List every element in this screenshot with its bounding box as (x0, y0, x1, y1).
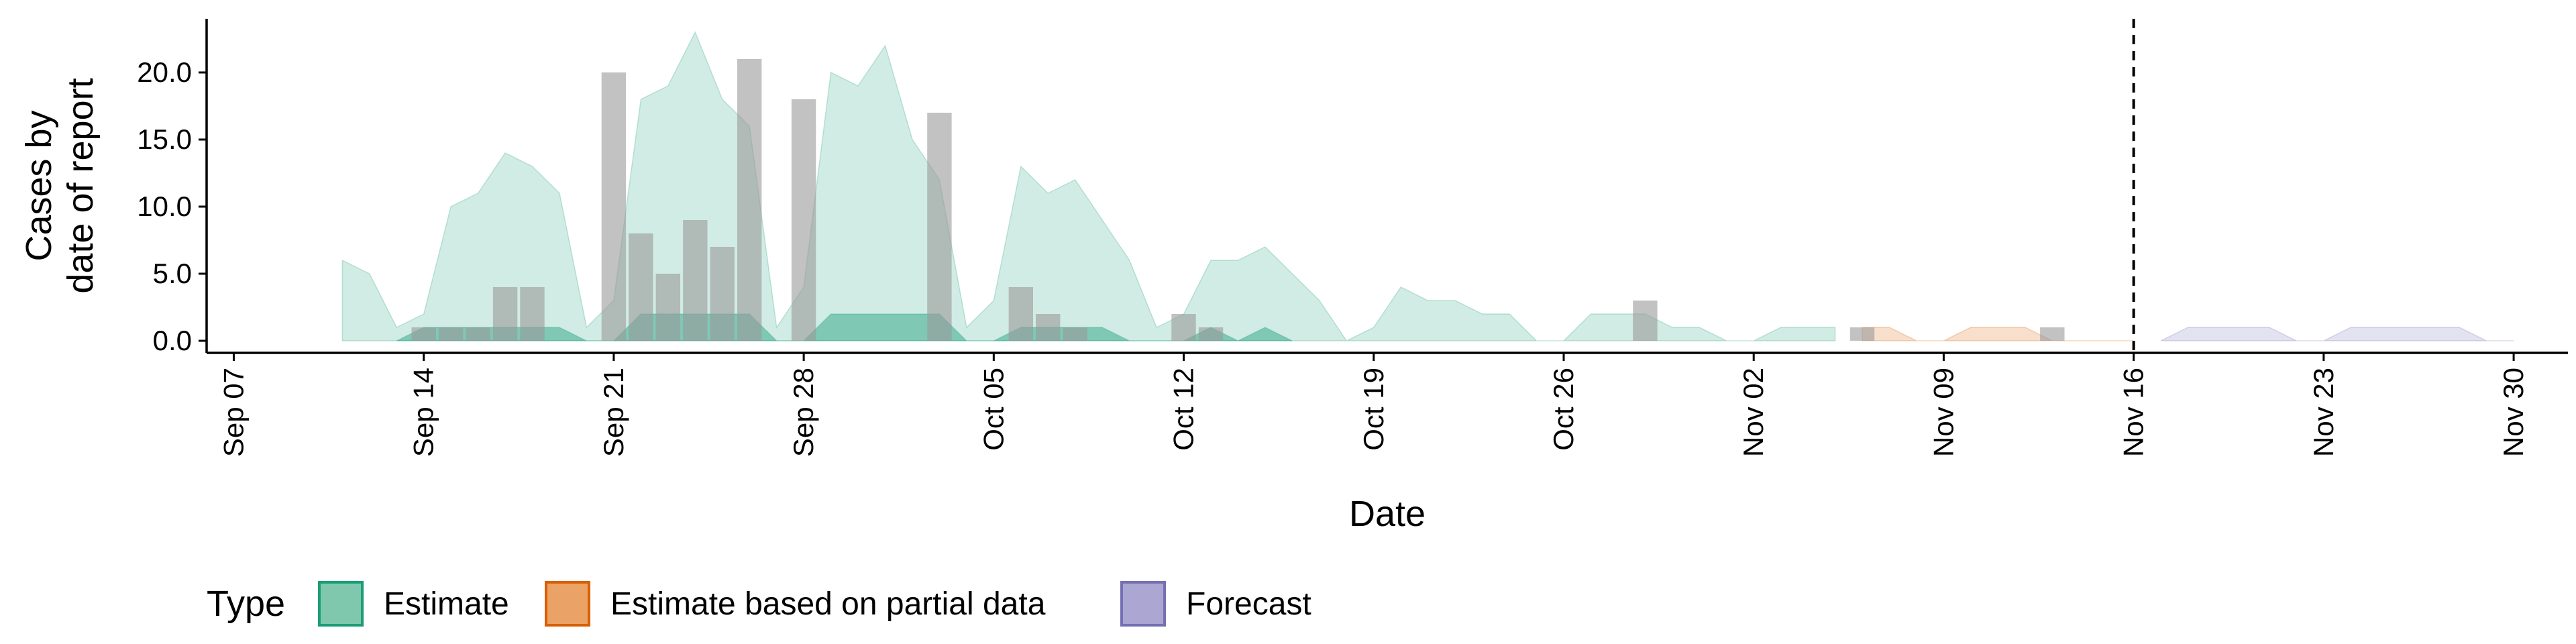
y-axis-title: Cases bydate of report (19, 78, 101, 293)
y-tick-label: 20.0 (137, 56, 192, 88)
x-tick-label: Nov 09 (1927, 368, 1959, 457)
x-tick-label: Oct 19 (1358, 368, 1389, 451)
y-axis-title-line: date of report (60, 78, 101, 293)
legend-label: Estimate based on partial data (610, 586, 1046, 622)
observed-bar (1036, 314, 1061, 341)
observed-bars (411, 59, 2065, 341)
observed-bar (927, 113, 952, 341)
observed-bar (1063, 327, 1087, 341)
x-axis-title: Date (1349, 494, 1426, 534)
observed-bar (655, 274, 680, 341)
x-tick-label: Nov 30 (2498, 368, 2529, 457)
x-tick-label: Oct 05 (977, 368, 1009, 451)
x-tick-label: Sep 28 (788, 368, 819, 457)
observed-bar (438, 327, 464, 341)
legend-key-forecast (1120, 581, 1166, 627)
x-tick-label: Nov 23 (2308, 368, 2339, 457)
observed-bar (601, 72, 627, 341)
x-tick-label: Nov 02 (1737, 368, 1769, 457)
observed-bar (1633, 301, 1658, 341)
observed-bar (1171, 314, 1196, 341)
observed-bar (1198, 327, 1224, 341)
x-tick-label: Oct 26 (1548, 368, 1579, 451)
y-axis-title-line: Cases by (19, 110, 59, 261)
x-tick-label: Sep 14 (408, 368, 439, 457)
observed-bar (791, 99, 816, 341)
x-axis-ticks: Sep 07 Sep 14 Sep 21 Sep 28 Oct 05 Oct 12 Oct … (217, 353, 2529, 457)
x-tick-label: Nov 16 (2118, 368, 2149, 457)
x-tick-label: Sep 07 (217, 368, 249, 457)
x-tick-label: Sep 21 (598, 368, 629, 457)
observed-bar (466, 327, 490, 341)
observed-bar (492, 287, 518, 341)
legend-key-estimate (318, 581, 364, 627)
legend: Type Estimate Estimate based on partial da… (207, 581, 1311, 627)
y-axis-ticks: 0.0 5.0 10.0 15.0 20.0 (137, 56, 207, 356)
y-tick-label: 5.0 (153, 258, 192, 289)
x-tick-label: Oct 12 (1168, 368, 1199, 451)
observed-bar (737, 59, 762, 341)
observed-bar (2040, 327, 2065, 341)
legend-title: Type (207, 584, 285, 624)
legend-key-estimate-based-on-partial-data (545, 581, 590, 627)
observed-bar (629, 233, 653, 341)
observed-bar (1008, 287, 1033, 341)
legend-label: Forecast (1186, 586, 1311, 622)
y-tick-label: 0.0 (153, 325, 192, 356)
observed-bar (710, 247, 735, 341)
observed-bar (683, 220, 708, 341)
legend-label: Estimate (384, 586, 509, 622)
observed-bar (1849, 327, 1875, 341)
observed-bar (520, 287, 545, 341)
y-tick-label: 10.0 (137, 191, 192, 222)
observed-bar (411, 327, 436, 341)
forecast-band-1 (2160, 327, 2514, 341)
estimate-based-on-partial-data-band-1 (1862, 327, 2134, 341)
y-tick-label: 15.0 (137, 123, 192, 155)
estimate-band-1 (341, 31, 1836, 341)
